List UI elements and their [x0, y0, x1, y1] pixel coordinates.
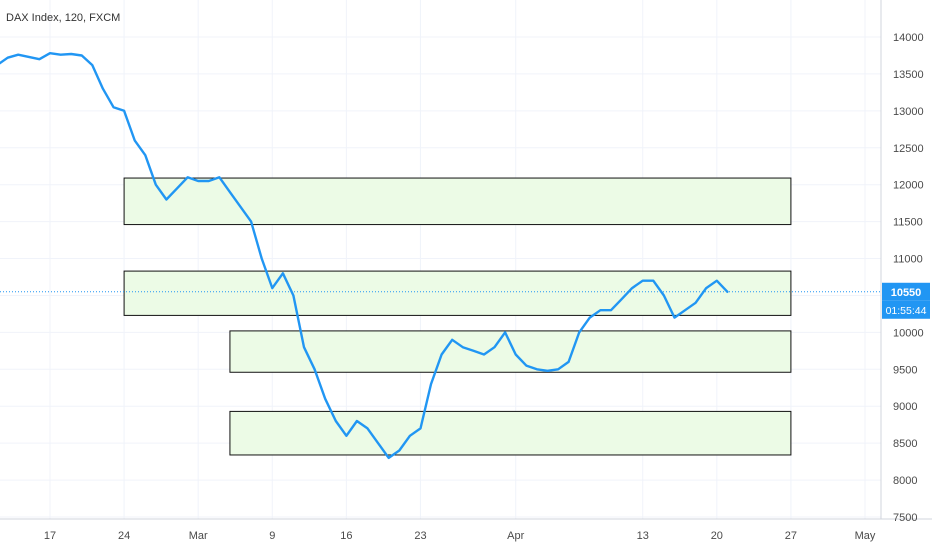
- y-tick-label: 10000: [893, 327, 924, 339]
- y-tick-label: 9500: [893, 364, 917, 376]
- countdown-badge: [882, 300, 930, 319]
- time-axis[interactable]: 17 24 Mar 9 16 23 Apr 13 20 27 May: [44, 530, 876, 542]
- y-tick-label: 7500: [893, 512, 917, 524]
- countdown-label: 01:55:44: [886, 305, 927, 317]
- price-axis[interactable]: 7500800085009000950010000105001100011500…: [893, 32, 924, 524]
- x-tick-label: 27: [785, 530, 797, 542]
- x-tick-label: Mar: [189, 530, 208, 542]
- x-tick-label: May: [855, 530, 876, 542]
- y-tick-label: 12000: [893, 180, 924, 192]
- support-resistance-zone[interactable]: [229, 330, 792, 373]
- y-tick-label: 12500: [893, 143, 924, 155]
- support-resistance-zone[interactable]: [123, 270, 792, 316]
- y-tick-label: 11000: [893, 254, 923, 266]
- series-layer: [0, 52, 729, 460]
- y-tick-label: 13000: [893, 106, 924, 118]
- y-tick-label: 8500: [893, 438, 917, 450]
- x-tick-label: 23: [414, 530, 426, 542]
- y-tick-label: 11500: [893, 217, 923, 229]
- zone-layer: [123, 177, 792, 456]
- price-series-line[interactable]: [0, 52, 729, 460]
- x-tick-label: 24: [118, 530, 130, 542]
- y-tick-label: 9000: [893, 401, 917, 413]
- x-tick-label: Apr: [507, 530, 524, 542]
- x-tick-label: 16: [340, 530, 352, 542]
- chart-title: DAX Index, 120, FXCM: [6, 12, 120, 24]
- last-price-badge: [882, 282, 930, 301]
- support-resistance-zone[interactable]: [229, 410, 792, 456]
- last-price-layer: 10550 01:55:44: [0, 282, 930, 319]
- x-tick-label: 17: [44, 530, 56, 542]
- x-tick-label: 13: [637, 530, 649, 542]
- x-tick-label: 9: [269, 530, 275, 542]
- axis-layer: [0, 0, 932, 520]
- y-tick-label: 8000: [893, 475, 917, 487]
- last-price-label: 10550: [891, 287, 922, 299]
- y-tick-label: 14000: [893, 32, 924, 44]
- x-tick-label: 20: [711, 530, 723, 542]
- y-tick-label: 13500: [893, 69, 924, 81]
